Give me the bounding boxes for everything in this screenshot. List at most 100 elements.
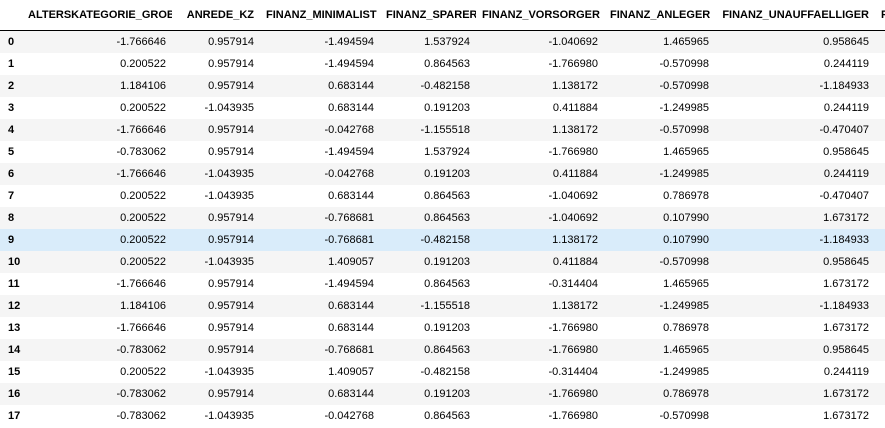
table-cell: -0.314404: [548, 278, 598, 290]
table-cell: 0.200522: [120, 234, 166, 246]
table-cell: [875, 185, 885, 207]
row-index: 9: [8, 234, 15, 246]
table-cell: -1.155518: [420, 300, 470, 312]
table-row: 17 -0.783062 -1.043935 -0.042768 0.864563 -1.…: [0, 405, 885, 427]
row-index: 3: [8, 102, 15, 114]
table-cell: 1.673172: [823, 212, 869, 224]
table-cell: [875, 141, 885, 163]
table-cell: 1.409057: [328, 366, 374, 378]
table-cell: -0.042768: [324, 124, 374, 136]
table-cell: -1.766646: [116, 278, 166, 290]
table-cell: 0.200522: [120, 102, 166, 114]
column-header-finanz-vorsorger: FINANZ_VORSORGER: [476, 0, 604, 31]
table-cell: -0.482158: [420, 234, 470, 246]
table-cell: [875, 383, 885, 405]
table-row: 12 1.184106 0.957914 0.683144 -1.155518 1.138…: [0, 295, 885, 317]
table-cell: -1.043935: [204, 102, 254, 114]
table-cell: [875, 273, 885, 295]
table-cell: -1.494594: [324, 36, 374, 48]
row-index: 7: [8, 190, 15, 202]
table-cell: [875, 295, 885, 317]
table-row: 11 -1.766646 0.957914 -1.494594 0.864563 -0.3…: [0, 273, 885, 295]
table-cell: -0.570998: [659, 410, 709, 422]
table-cell: -1.494594: [324, 146, 374, 158]
table-cell: -0.783062: [116, 388, 166, 400]
table-cell: 0.957914: [208, 146, 254, 158]
table-cell: [875, 339, 885, 361]
table-cell: 0.864563: [424, 344, 470, 356]
table-cell: -0.042768: [324, 168, 374, 180]
table-row: 7 0.200522 -1.043935 0.683144 0.864563 -1.040…: [0, 185, 885, 207]
table-cell: 0.411884: [552, 168, 598, 180]
table-cell: 0.683144: [328, 190, 374, 202]
column-header-finanz-unauffaelliger: FINANZ_UNAUFFAELLIGER: [715, 0, 875, 31]
table-cell: -0.783062: [116, 146, 166, 158]
table-cell: 0.864563: [424, 58, 470, 70]
table-cell: 0.200522: [120, 58, 166, 70]
table-cell: 1.138172: [552, 234, 598, 246]
table-cell: -1.249985: [659, 168, 709, 180]
row-index: 14: [8, 344, 21, 356]
table-cell: -0.768681: [324, 212, 374, 224]
row-index: 15: [8, 366, 21, 378]
table-cell: 1.409057: [328, 256, 374, 268]
table-cell: 0.200522: [120, 366, 166, 378]
table-cell: -0.570998: [659, 58, 709, 70]
table-cell: -1.766980: [548, 344, 598, 356]
table-cell: 0.958645: [823, 36, 869, 48]
table-cell: -0.570998: [659, 124, 709, 136]
table-cell: 0.957914: [208, 36, 254, 48]
row-index: 11: [8, 278, 20, 290]
table-cell: -1.040692: [548, 190, 598, 202]
table-row: 3 0.200522 -1.043935 0.683144 0.191203 0.4118…: [0, 97, 885, 119]
row-index: 6: [8, 168, 15, 180]
table-cell: -0.314404: [548, 366, 598, 378]
table-cell: 0.786978: [663, 322, 709, 334]
table-cell: 0.683144: [328, 300, 374, 312]
table-cell: [875, 119, 885, 141]
table-row: 8 0.200522 0.957914 -0.768681 0.864563 -1.040…: [0, 207, 885, 229]
table-cell: -1.766646: [116, 36, 166, 48]
table-row: 14 -0.783062 0.957914 -0.768681 0.864563 -1.7…: [0, 339, 885, 361]
table-cell: -1.766980: [548, 58, 598, 70]
table-cell: 0.864563: [424, 190, 470, 202]
table-cell: 0.107990: [663, 212, 709, 224]
table-cell: 0.107990: [663, 234, 709, 246]
table-cell: 0.864563: [424, 410, 470, 422]
table-cell: 0.411884: [552, 256, 598, 268]
table-cell: 0.957914: [208, 278, 254, 290]
row-index: 13: [8, 322, 21, 334]
table-cell: [875, 361, 885, 383]
table-cell: 0.244119: [823, 102, 869, 114]
table-cell: -1.249985: [659, 102, 709, 114]
table-cell: -0.570998: [659, 80, 709, 92]
table-cell: 0.957914: [208, 58, 254, 70]
table-row: 6 -1.766646 -1.043935 -0.042768 0.191203 0.41…: [0, 163, 885, 185]
table-cell: 0.191203: [424, 322, 470, 334]
table-cell: 1.465965: [663, 146, 709, 158]
table-cell: 0.200522: [120, 212, 166, 224]
table-cell: 0.786978: [663, 388, 709, 400]
column-header-finanz-anleger: FINANZ_ANLEGER: [604, 0, 715, 31]
table-cell: 0.864563: [424, 212, 470, 224]
table-cell: 0.683144: [328, 322, 374, 334]
table-row: 0 -1.766646 0.957914 -1.494594 1.537924 -1.04…: [0, 30, 885, 53]
row-index: 12: [8, 300, 21, 312]
table-cell: -0.470407: [819, 124, 869, 136]
row-index: 17: [8, 410, 21, 422]
table-cell: -1.494594: [324, 278, 374, 290]
table-cell: -1.249985: [659, 366, 709, 378]
table-cell: -1.043935: [204, 366, 254, 378]
table-cell: 0.191203: [424, 256, 470, 268]
table-row: 4 -1.766646 0.957914 -0.042768 -1.155518 1.13…: [0, 119, 885, 141]
table-cell: 0.244119: [823, 58, 869, 70]
table-cell: 0.411884: [552, 102, 598, 114]
row-index: 4: [8, 124, 15, 136]
column-header-finanz-sparer: FINANZ_SPARER: [380, 0, 476, 31]
table-cell: -0.482158: [420, 80, 470, 92]
table-row: 10 0.200522 -1.043935 1.409057 0.191203 0.411…: [0, 251, 885, 273]
column-header-finanz-minimalist: FINANZ_MINIMALIST: [260, 0, 380, 31]
table-cell: -1.043935: [204, 190, 254, 202]
table-cell: -1.494594: [324, 58, 374, 70]
